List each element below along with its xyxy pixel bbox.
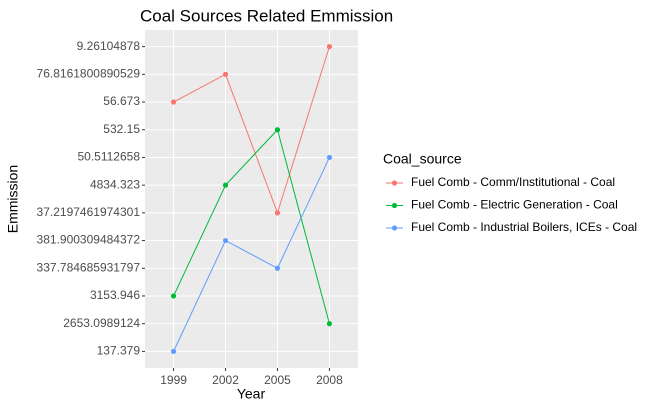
point (326, 321, 333, 327)
point (222, 71, 229, 77)
point (170, 99, 177, 105)
series-line (173, 128, 330, 324)
y-tick-label: 137.379 (97, 344, 141, 358)
y-tick-label: 3153.946 (90, 288, 140, 302)
point (222, 182, 229, 188)
chart-title: Coal Sources Related Emmission (140, 6, 393, 25)
point (222, 237, 229, 244)
legend-key-point (391, 202, 398, 209)
point (274, 265, 281, 271)
point (170, 348, 177, 354)
x-tick-label: 2008 (316, 373, 343, 387)
y-tick-label: 2653.0989124 (63, 316, 140, 330)
point (170, 293, 177, 299)
legend-title: Coal_source (383, 151, 462, 167)
point (326, 154, 333, 161)
legend-label: Fuel Comb - Industrial Boilers, ICEs - C… (411, 220, 637, 234)
legend-label: Fuel Comb - Comm/Institutional - Coal (411, 175, 615, 189)
legend-key-point (391, 225, 398, 231)
series-line (173, 46, 330, 215)
y-tick-label: 37.2197461974301 (37, 205, 141, 219)
y-tick-label: 50.5112658 (77, 150, 140, 164)
point (326, 44, 333, 50)
x-tick-label: 1999 (160, 373, 187, 387)
y-axis-label: Emmission (5, 165, 21, 233)
y-tick-label: 381.900309484372 (37, 233, 141, 247)
legend-key-point (391, 180, 398, 186)
y-tick-label: 76.8161800890529 (37, 66, 141, 80)
panel (145, 30, 358, 368)
x-tick-label: 2005 (264, 373, 291, 387)
point (274, 210, 281, 216)
point (274, 127, 281, 133)
y-tick-label: 4834.323 (90, 177, 140, 191)
legend-label: Fuel Comb - Electric Generation - Coal (411, 198, 618, 212)
y-tick-label: 337.784685931797 (37, 260, 141, 274)
x-tick-label: 2002 (212, 373, 239, 387)
y-tick-label: 9.26104878 (77, 39, 141, 53)
y-tick-label: 56.673 (103, 94, 140, 108)
x-axis-label: Year (237, 386, 266, 402)
series-line (173, 157, 330, 352)
y-tick-label: 532.15 (103, 122, 140, 136)
